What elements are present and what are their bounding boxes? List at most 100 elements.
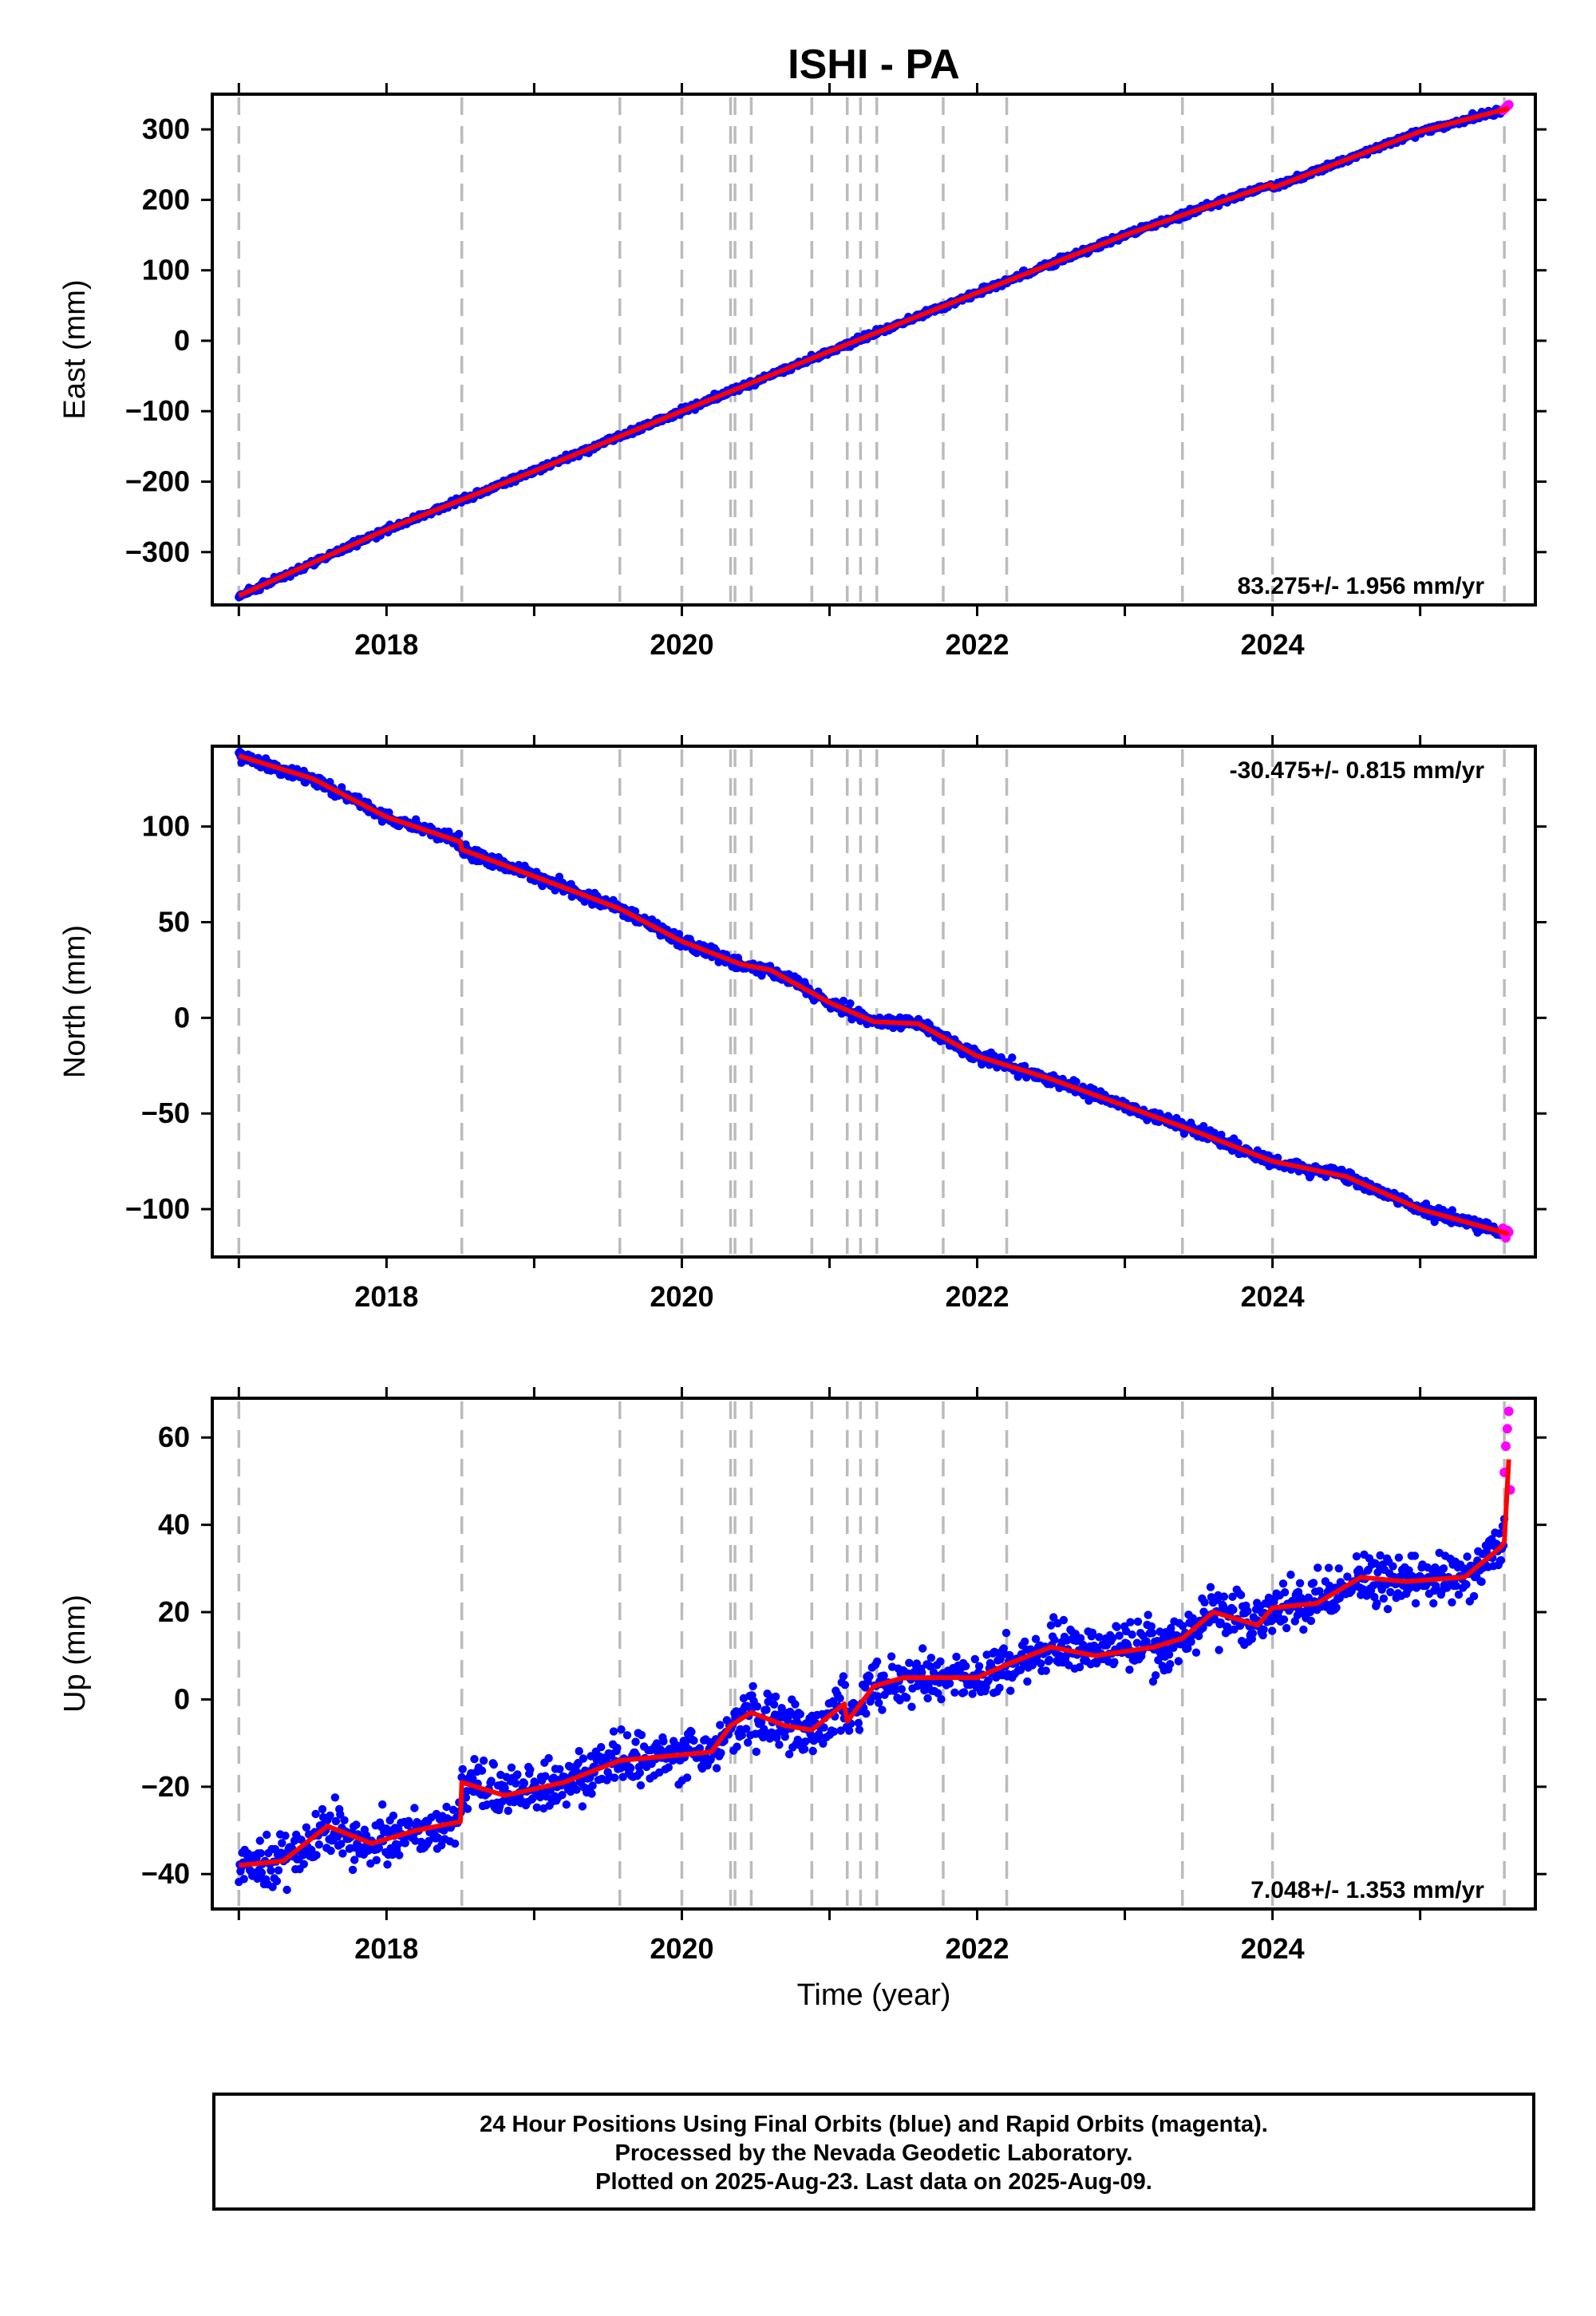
y-axis-label: Up (mm)	[58, 1595, 92, 1713]
footer-line-1: 24 Hour Positions Using Final Orbits (bl…	[480, 2112, 1268, 2137]
y-tick-label: −100	[125, 1192, 190, 1225]
final-point	[878, 1705, 887, 1714]
final-point	[610, 1773, 619, 1782]
final-point	[1229, 1605, 1238, 1614]
final-point	[1132, 1638, 1142, 1647]
final-point	[326, 1811, 334, 1820]
footer-box: 24 Hour Positions Using Final Orbits (bl…	[212, 2093, 1535, 2211]
y-tick-label: −40	[141, 1857, 190, 1890]
final-point	[741, 1725, 751, 1733]
final-point	[1187, 1638, 1195, 1646]
final-point	[463, 1804, 472, 1813]
final-point	[1309, 1579, 1318, 1587]
final-point	[256, 1849, 265, 1858]
final-point	[1389, 1562, 1397, 1571]
final-point	[454, 829, 464, 839]
final-point	[1286, 1571, 1295, 1579]
final-point	[1059, 1615, 1069, 1625]
final-point	[470, 1755, 479, 1764]
final-point	[854, 1718, 863, 1728]
final-point	[1373, 1599, 1381, 1608]
y-tick-label: −300	[125, 536, 190, 568]
final-point	[682, 1773, 692, 1782]
final-point	[879, 1671, 888, 1680]
rate-label: 7.048+/- 1.353 mm/yr	[1250, 1877, 1484, 1903]
final-point	[712, 1764, 721, 1773]
final-point	[1001, 1628, 1011, 1638]
final-point	[336, 1810, 345, 1819]
final-point	[771, 1692, 780, 1701]
x-tick-label: 2020	[650, 1932, 713, 1965]
final-point	[1147, 1622, 1156, 1631]
final-point	[936, 1657, 945, 1666]
final-point	[762, 1705, 771, 1714]
final-point	[626, 1764, 635, 1773]
final-point	[617, 1725, 626, 1734]
final-point	[1148, 1677, 1158, 1686]
final-points	[235, 105, 1507, 602]
final-point	[1314, 1563, 1322, 1572]
final-point	[311, 1809, 320, 1819]
final-point	[450, 1839, 460, 1848]
final-point	[637, 1730, 646, 1740]
y-tick-label: −100	[125, 394, 190, 427]
final-point	[1477, 1577, 1486, 1587]
final-point	[352, 1820, 361, 1829]
final-point	[1112, 1622, 1121, 1631]
final-point	[897, 1685, 907, 1694]
final-point	[458, 1765, 467, 1773]
final-point	[1026, 1645, 1035, 1654]
final-point	[664, 1763, 673, 1772]
chart-title: ISHI - PA	[788, 41, 960, 88]
final-point	[717, 1749, 725, 1757]
final-point	[378, 1800, 387, 1809]
final-point	[410, 1804, 419, 1812]
final-point	[372, 1856, 381, 1864]
final-point	[1115, 1631, 1124, 1640]
final-point	[281, 1832, 290, 1840]
final-point	[622, 1731, 632, 1740]
y-tick-label: 0	[174, 1682, 190, 1715]
final-point	[278, 1839, 286, 1848]
x-tick-label: 2024	[1241, 1932, 1305, 1965]
final-point	[1394, 1553, 1404, 1562]
final-point	[1021, 1637, 1029, 1646]
final-point	[1295, 1579, 1305, 1588]
panel-frame	[211, 745, 1537, 1259]
final-point	[905, 1658, 914, 1667]
final-point	[874, 1692, 883, 1701]
final-point	[846, 999, 855, 1008]
final-point	[865, 1672, 874, 1681]
final-point	[326, 1846, 335, 1856]
final-point	[1411, 1599, 1420, 1608]
final-point	[302, 1823, 311, 1832]
final-point	[752, 1747, 760, 1757]
final-point	[405, 1820, 414, 1828]
final-point	[1216, 1618, 1225, 1627]
final-point	[338, 1849, 347, 1858]
final-point	[855, 1725, 864, 1734]
final-point	[1496, 1555, 1506, 1565]
y-tick-label: 60	[158, 1421, 190, 1453]
x-tick-label: 2020	[650, 628, 713, 661]
final-point	[1217, 1130, 1226, 1140]
final-point	[907, 1702, 916, 1711]
rapid-point	[1503, 1406, 1514, 1417]
final-point	[1259, 1625, 1268, 1634]
final-point	[272, 1876, 282, 1886]
final-point	[1463, 1552, 1472, 1561]
y-axis-label: North (mm)	[58, 925, 92, 1078]
final-point	[331, 1816, 341, 1826]
final-point	[862, 1709, 871, 1718]
final-point	[820, 1723, 828, 1732]
final-point	[487, 1777, 496, 1785]
final-point	[845, 1726, 854, 1735]
final-point	[1439, 1564, 1448, 1573]
final-point	[1334, 1564, 1344, 1573]
y-tick-label: 200	[142, 183, 190, 215]
final-point	[1215, 1646, 1223, 1654]
final-point	[1166, 1660, 1175, 1669]
final-point	[267, 1866, 275, 1875]
final-point	[815, 1732, 824, 1741]
final-point	[312, 1851, 321, 1860]
